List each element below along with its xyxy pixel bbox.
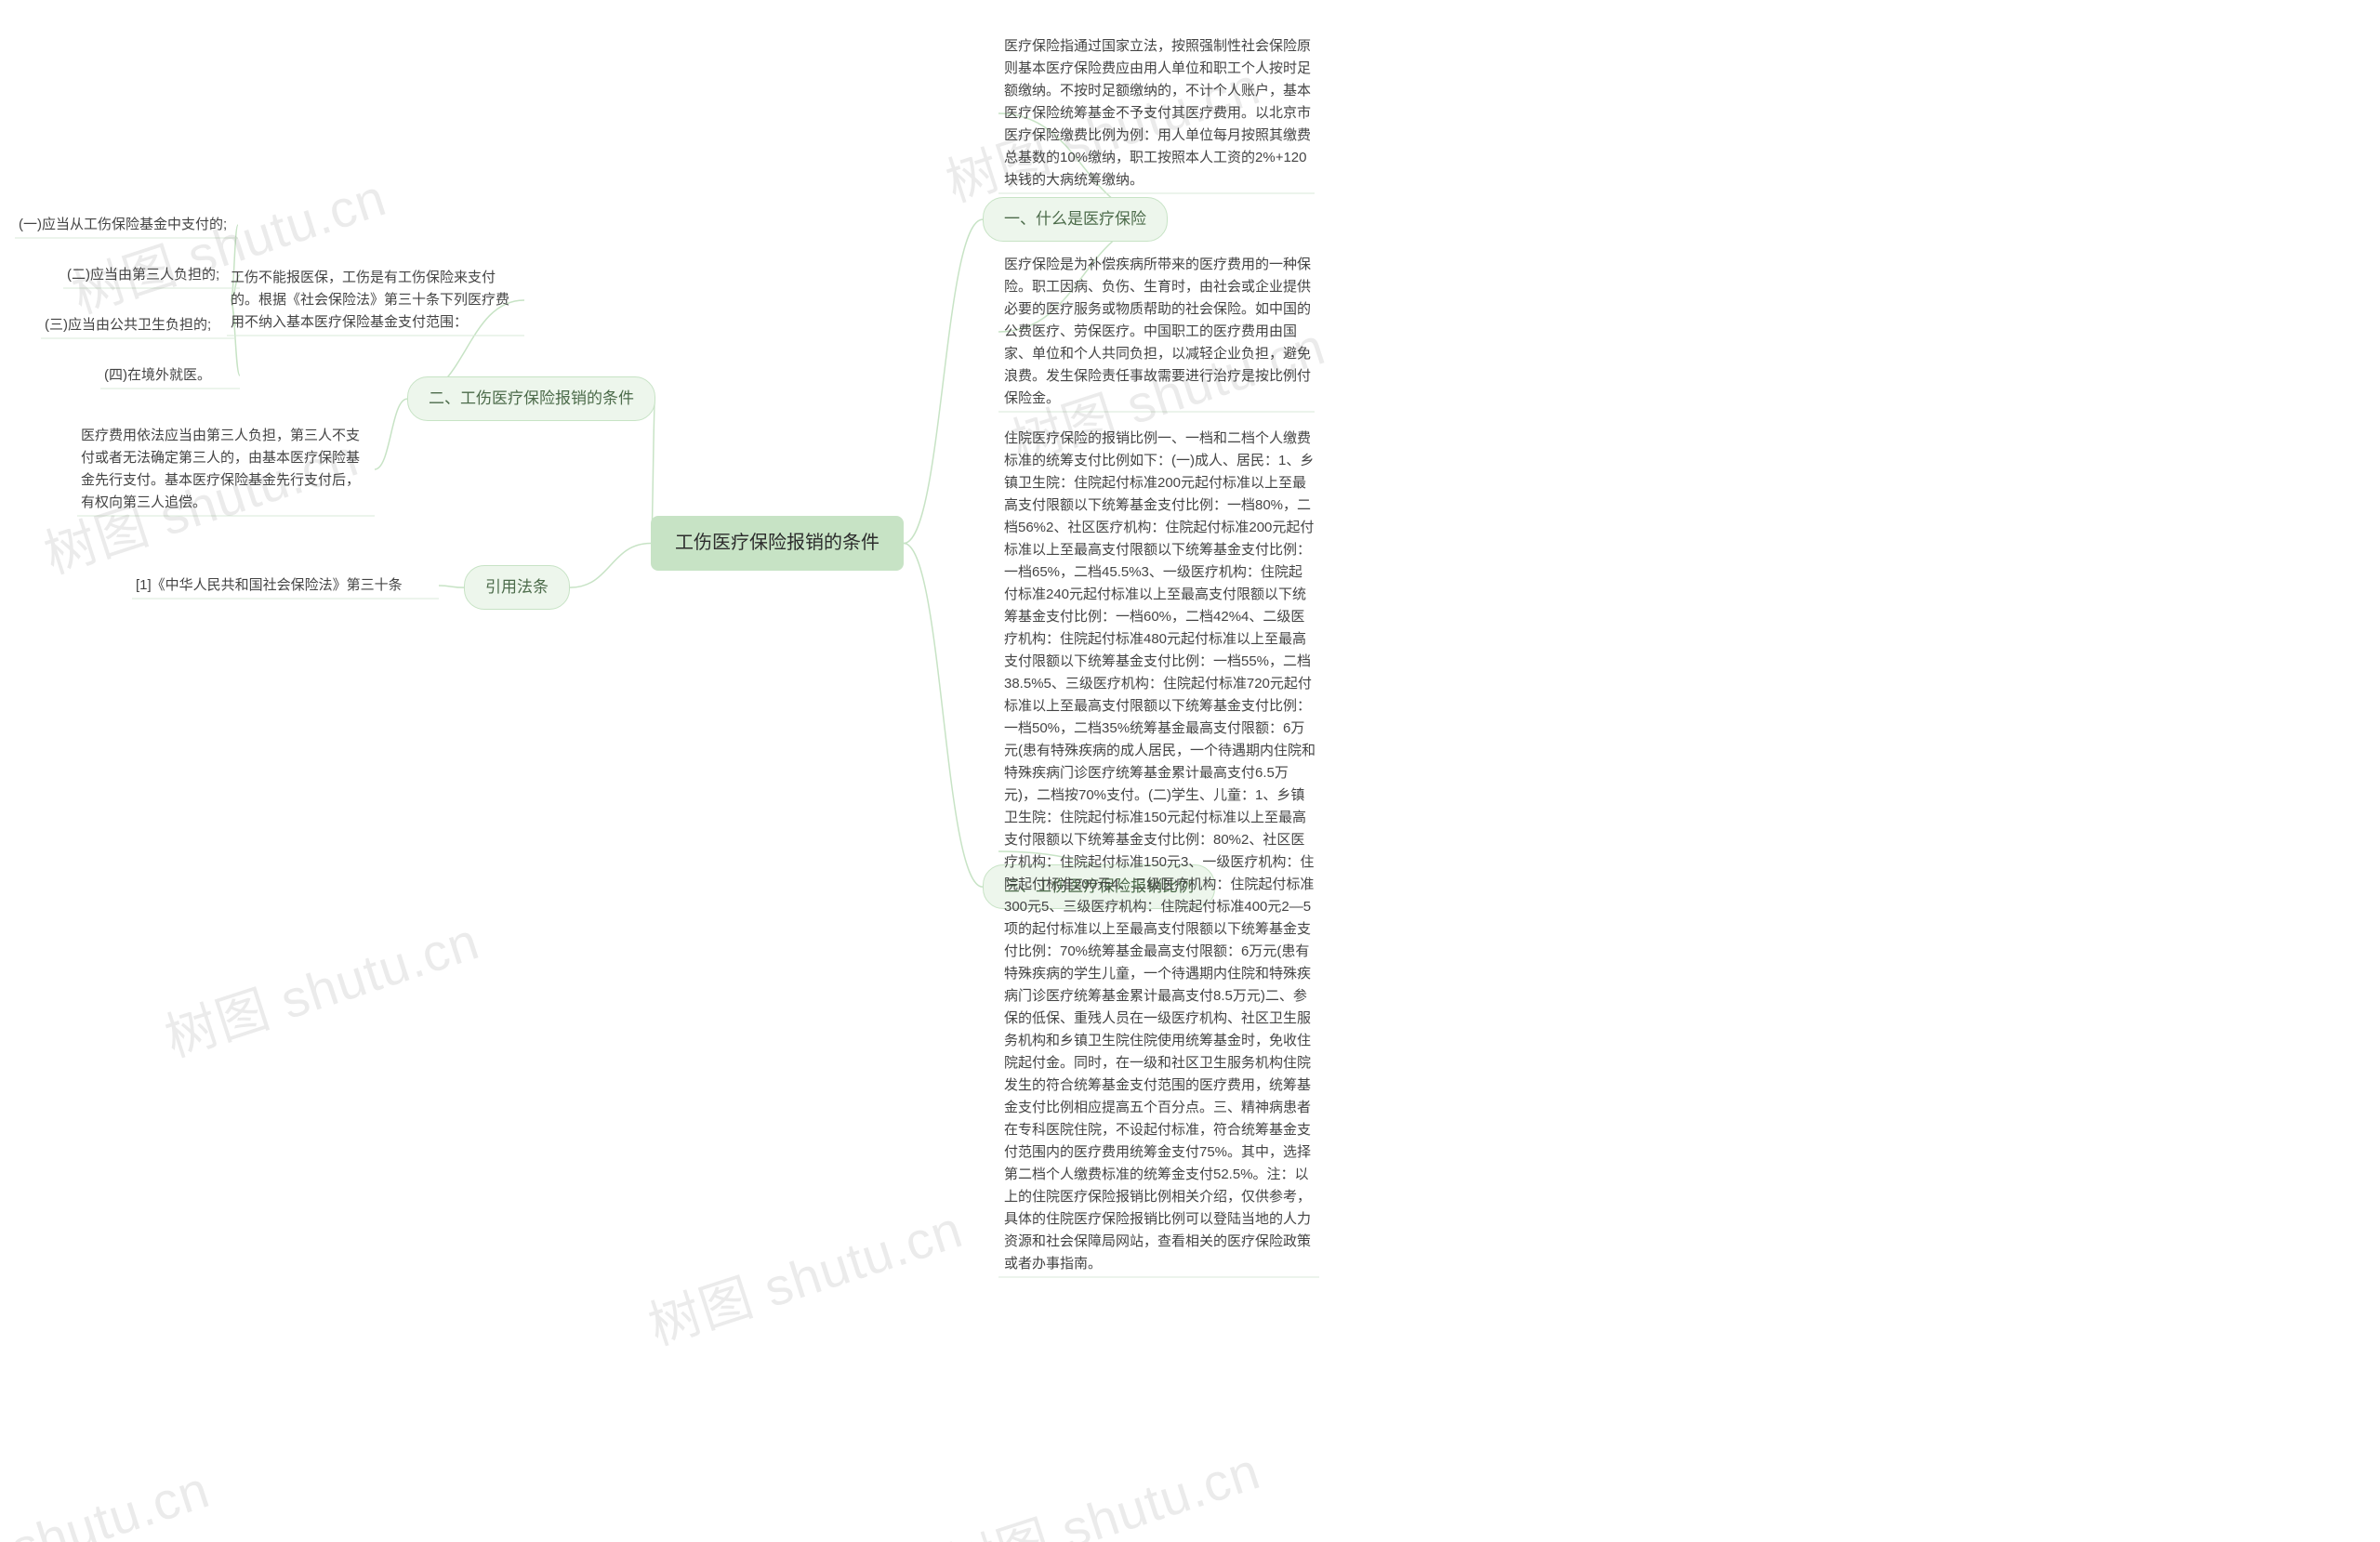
mindmap-canvas: 树图 shutu.cn 树图 shutu.cn 树图 shutu.cn 树图 shut… xyxy=(0,0,2380,1542)
leaf-condition-item-1: (一)应当从工伤保险基金中支付的; xyxy=(19,214,232,236)
leaf-condition-item-4: (四)在境外就医。 xyxy=(104,364,234,387)
leaf-condition-item-2: (二)应当由第三人负担的; xyxy=(67,264,234,286)
branch-medical-insurance-definition[interactable]: 一、什么是医疗保险 xyxy=(983,197,1168,242)
leaf-medical-insurance-def-2: 医疗保险是为补偿疾病所带来的医疗费用的一种保险。职工因病、负伤、生育时，由社会或… xyxy=(1004,254,1311,410)
watermark: 树图 shutu.cn xyxy=(935,1430,1268,1542)
leaf-law-citation: [1]《中华人民共和国社会保险法》第三十条 xyxy=(136,574,433,597)
watermark: 树图 shutu.cn xyxy=(0,1448,218,1542)
leaf-condition-item-3: (三)应当由公共卫生负担的; xyxy=(45,314,231,336)
watermark: 树图 shutu.cn xyxy=(638,1188,971,1360)
leaf-conditions-intro: 工伤不能报医保，工伤是有工伤保险来支付的。根据《社会保险法》第三十条下列医疗费用… xyxy=(231,267,519,334)
branch-reimbursement-conditions[interactable]: 二、工伤医疗保险报销的条件 xyxy=(407,376,655,421)
watermark: 树图 shutu.cn xyxy=(154,900,487,1072)
branch-cited-law[interactable]: 引用法条 xyxy=(464,565,570,610)
leaf-medical-insurance-def-1: 医疗保险指通过国家立法，按照强制性社会保险原则基本医疗保险费应由用人单位和职工个… xyxy=(1004,35,1311,191)
leaf-reimbursement-ratio-detail: 住院医疗保险的报销比例一、一档和二档个人缴费标准的统筹支付比例如下：(一)成人、… xyxy=(1004,428,1316,1275)
leaf-third-party-liability: 医疗费用依法应当由第三人负担，第三人不支付或者无法确定第三人的，由基本医疗保险基… xyxy=(81,425,369,514)
root-node[interactable]: 工伤医疗保险报销的条件 xyxy=(651,516,904,571)
